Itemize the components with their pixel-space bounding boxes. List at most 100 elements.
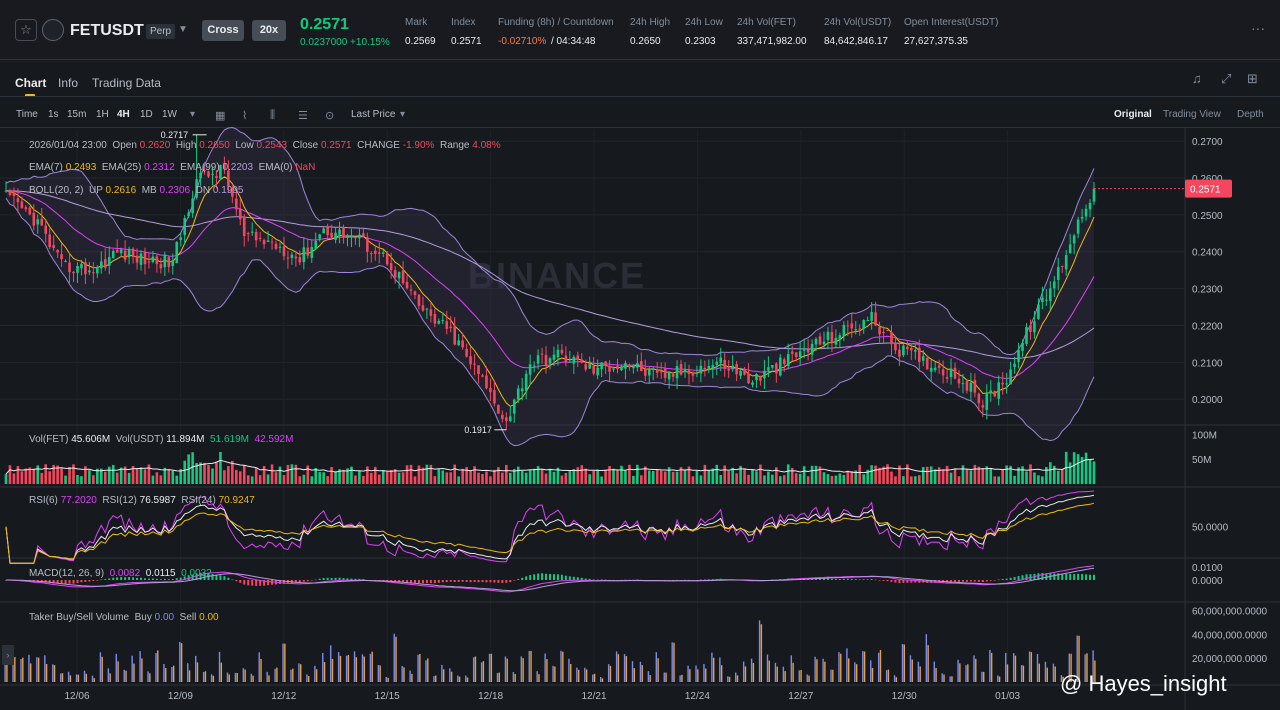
candle[interactable] bbox=[147, 261, 151, 263]
view-depth[interactable]: Depth bbox=[1237, 109, 1264, 120]
candle[interactable] bbox=[99, 261, 103, 269]
candle[interactable] bbox=[111, 250, 115, 259]
candle[interactable] bbox=[1025, 327, 1028, 345]
candle[interactable] bbox=[231, 188, 234, 197]
candle[interactable] bbox=[4, 190, 8, 192]
candle[interactable] bbox=[949, 368, 953, 378]
candle[interactable] bbox=[512, 399, 516, 414]
candle[interactable] bbox=[969, 382, 973, 392]
candle[interactable] bbox=[135, 255, 139, 263]
candle[interactable] bbox=[727, 369, 730, 371]
candle[interactable] bbox=[1009, 369, 1012, 385]
calendar-icon[interactable]: ▦ bbox=[215, 110, 226, 122]
candle[interactable] bbox=[314, 240, 318, 249]
candle[interactable] bbox=[1021, 342, 1024, 351]
view-trading-view[interactable]: Trading View bbox=[1163, 109, 1221, 120]
candle[interactable] bbox=[258, 237, 262, 239]
candle[interactable] bbox=[921, 356, 925, 361]
candle[interactable] bbox=[802, 349, 806, 351]
candle[interactable] bbox=[596, 367, 599, 376]
candle[interactable] bbox=[830, 332, 834, 343]
candle[interactable] bbox=[560, 349, 564, 354]
candle[interactable] bbox=[171, 260, 175, 267]
candle[interactable] bbox=[326, 226, 329, 236]
leverage-button[interactable]: 20x bbox=[252, 20, 286, 41]
candle[interactable] bbox=[413, 291, 417, 295]
candle[interactable] bbox=[385, 253, 389, 265]
candle[interactable] bbox=[902, 345, 905, 356]
candle[interactable] bbox=[401, 270, 405, 284]
candle[interactable] bbox=[393, 270, 397, 278]
candle[interactable] bbox=[123, 250, 127, 260]
candle[interactable] bbox=[235, 198, 238, 210]
candle[interactable] bbox=[417, 294, 421, 306]
candle[interactable] bbox=[580, 359, 584, 363]
candle[interactable] bbox=[127, 249, 131, 258]
candle[interactable] bbox=[354, 237, 357, 239]
candle[interactable] bbox=[1029, 325, 1032, 332]
candle[interactable] bbox=[60, 254, 63, 260]
candle[interactable] bbox=[572, 356, 576, 364]
candle[interactable] bbox=[425, 308, 429, 310]
candle[interactable] bbox=[675, 366, 679, 379]
candle[interactable] bbox=[250, 231, 254, 233]
candle[interactable] bbox=[76, 265, 79, 273]
candle[interactable] bbox=[957, 378, 961, 384]
candle[interactable] bbox=[874, 312, 877, 326]
candle[interactable] bbox=[536, 355, 540, 364]
candle[interactable] bbox=[731, 365, 734, 370]
candle[interactable] bbox=[584, 364, 588, 370]
candle[interactable] bbox=[167, 257, 171, 267]
candle[interactable] bbox=[568, 361, 572, 363]
candle[interactable] bbox=[612, 368, 615, 370]
fullscreen-icon[interactable]: ⤢ bbox=[1221, 71, 1232, 86]
candle[interactable] bbox=[687, 369, 691, 374]
candle[interactable] bbox=[346, 236, 349, 238]
more-icon[interactable]: ··· bbox=[1251, 20, 1265, 36]
candle[interactable] bbox=[473, 363, 476, 365]
candle[interactable] bbox=[640, 361, 643, 372]
collapse-chevron-icon[interactable]: › bbox=[2, 645, 14, 665]
candle[interactable] bbox=[381, 252, 385, 254]
candle[interactable] bbox=[493, 390, 496, 404]
candle[interactable] bbox=[139, 253, 143, 265]
candle[interactable] bbox=[941, 369, 945, 376]
favorite-star-icon[interactable]: ☆ bbox=[15, 19, 37, 41]
candle[interactable] bbox=[1017, 349, 1020, 362]
candle[interactable] bbox=[659, 371, 663, 373]
candle[interactable] bbox=[8, 190, 12, 195]
candle[interactable] bbox=[433, 314, 437, 324]
candle[interactable] bbox=[1064, 255, 1068, 270]
candle[interactable] bbox=[389, 263, 393, 271]
candle[interactable] bbox=[647, 368, 651, 376]
candle[interactable] bbox=[755, 373, 758, 381]
candle[interactable] bbox=[453, 326, 457, 345]
candle[interactable] bbox=[548, 358, 552, 364]
candle[interactable] bbox=[1013, 363, 1016, 368]
candle[interactable] bbox=[68, 262, 71, 273]
candle[interactable] bbox=[739, 370, 742, 376]
candle[interactable] bbox=[886, 330, 889, 332]
candle[interactable] bbox=[782, 359, 786, 365]
candle[interactable] bbox=[1060, 265, 1064, 267]
candle[interactable] bbox=[302, 247, 306, 263]
candle[interactable] bbox=[759, 376, 762, 381]
candle[interactable] bbox=[973, 380, 977, 393]
candle[interactable] bbox=[155, 256, 159, 265]
candle[interactable] bbox=[822, 341, 826, 345]
candle[interactable] bbox=[103, 259, 107, 268]
interval-more-chevron-icon[interactable]: ▾ bbox=[190, 109, 196, 120]
candle[interactable] bbox=[636, 363, 639, 368]
candle[interactable] bbox=[632, 365, 635, 369]
candle[interactable] bbox=[790, 351, 794, 354]
candle[interactable] bbox=[854, 329, 858, 331]
candle[interactable] bbox=[282, 246, 286, 257]
candle[interactable] bbox=[914, 350, 917, 352]
candle[interactable] bbox=[107, 257, 111, 266]
candle[interactable] bbox=[64, 261, 67, 263]
candle[interactable] bbox=[707, 365, 711, 371]
candle[interactable] bbox=[651, 368, 655, 371]
candle[interactable] bbox=[485, 375, 488, 389]
candle[interactable] bbox=[985, 392, 989, 410]
candle[interactable] bbox=[342, 227, 345, 238]
